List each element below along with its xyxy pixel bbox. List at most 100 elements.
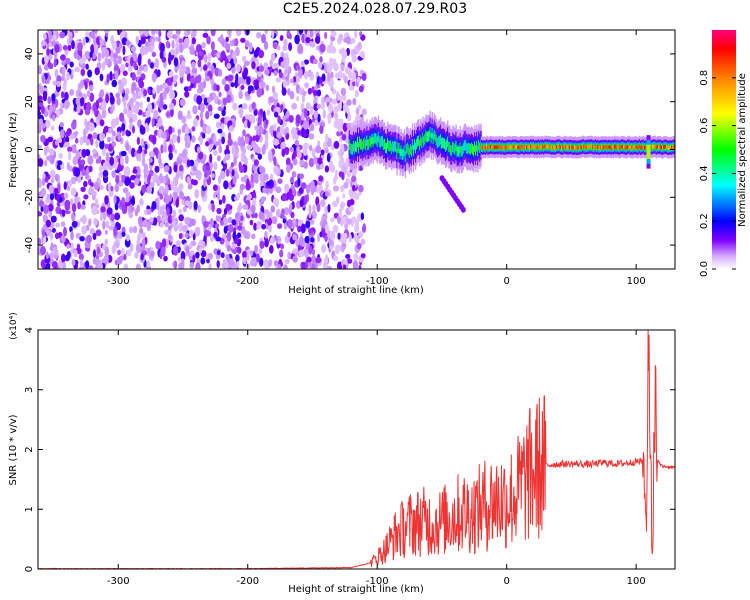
- heatmap-strong-cell: [678, 145, 680, 149]
- heatmap-noise-cell: [343, 75, 348, 84]
- heatmap-band-cell: [435, 134, 438, 146]
- heatmap-noise-cell: [300, 60, 305, 68]
- heatmap-noise-cell: [86, 90, 91, 98]
- heatmap-band-cell: [456, 146, 458, 158]
- heatmap-noise-cell: [232, 50, 237, 60]
- heatmap-strong-cell: [483, 145, 486, 150]
- heatmap-noise-cell: [59, 102, 64, 108]
- heatmap-noise-cell: [327, 203, 331, 213]
- heatmap-noise-cell: [101, 149, 106, 156]
- heatmap-strong-cell: [599, 145, 602, 150]
- heatmap-noise-cell: [38, 158, 44, 167]
- heatmap-noise-cell: [318, 175, 324, 182]
- heatmap-noise-cell: [181, 258, 185, 268]
- heatmap-noise-cell: [303, 108, 308, 118]
- heatmap-noise-cell: [291, 102, 298, 110]
- heatmap-noise-cell: [218, 91, 222, 98]
- heatmap-strong-cell: [517, 145, 519, 150]
- heatmap-noise-cell: [132, 125, 135, 134]
- heatmap-noise-cell: [177, 222, 184, 232]
- heatmap-noise-cell: [231, 145, 236, 156]
- heatmap-strong-cell: [596, 145, 598, 150]
- heatmap-noise-cell: [216, 249, 221, 256]
- heatmap-noise-cell: [165, 174, 169, 182]
- heatmap-noise-cell: [311, 254, 317, 265]
- heatmap-band-cell: [406, 142, 409, 154]
- heatmap-noise-cell: [324, 235, 328, 243]
- heatmap-noise-cell: [271, 216, 278, 225]
- heatmap-noise-cell: [209, 111, 213, 117]
- heatmap-noise-cell: [321, 244, 327, 253]
- heatmap-noise-cell: [38, 237, 42, 246]
- snr-scale-label: (x10⁴): [9, 312, 19, 339]
- heatmap-noise-cell: [159, 193, 164, 200]
- heatmap-noise-cell: [281, 148, 286, 157]
- heatmap-strong-cell: [504, 145, 506, 150]
- heatmap-noise-cell: [337, 101, 342, 112]
- heatmap-band-cell: [473, 145, 475, 157]
- heatmap-x-tick-label: -200: [236, 276, 259, 287]
- heatmap-noise-cell: [133, 177, 140, 186]
- heatmap-noise-cell: [180, 171, 184, 181]
- heatmap-noise-cell: [237, 225, 243, 231]
- heatmap-noise-cell: [288, 33, 292, 40]
- heatmap-noise-cell: [353, 252, 359, 261]
- heatmap-noise-cell: [140, 36, 146, 45]
- heatmap-strong-cell: [558, 144, 561, 149]
- heatmap-noise-cell: [292, 158, 298, 166]
- heatmap-noise-cell: [235, 46, 240, 57]
- heatmap-strong-cell: [559, 145, 562, 150]
- heatmap-noise-cell: [50, 215, 57, 223]
- heatmap-noise-cell: [123, 263, 129, 269]
- heatmap-noise-cell: [224, 84, 230, 92]
- heatmap-strong-cell: [636, 145, 638, 150]
- heatmap-strong-cell: [566, 145, 568, 150]
- heatmap-noise-cell: [198, 50, 204, 57]
- heatmap-noise-cell: [360, 238, 366, 246]
- heatmap-noise-cell: [246, 144, 253, 151]
- heatmap-noise-cell: [132, 225, 138, 234]
- snr-y-axis-label: SNR (10 * v/v): [8, 414, 19, 485]
- heatmap-noise-cell: [208, 223, 212, 232]
- heatmap-band-cell: [417, 136, 419, 147]
- heatmap-noise-cell: [222, 194, 226, 204]
- heatmap-strong-cell: [673, 144, 675, 149]
- heatmap-noise-cell: [77, 156, 81, 167]
- heatmap-noise-cell: [186, 176, 191, 183]
- heatmap-strong-cell: [676, 141, 678, 155]
- heatmap-x-tick-label: 0: [503, 276, 509, 287]
- heatmap-noise-cell: [258, 49, 265, 59]
- heatmap-noise-cell: [246, 248, 251, 254]
- heatmap-noise-cell: [54, 187, 59, 194]
- heatmap-band-cell: [376, 136, 379, 147]
- heatmap-noise-cell: [281, 87, 287, 96]
- heatmap-noise-cell: [79, 217, 86, 223]
- heatmap-noise-cell: [260, 81, 266, 89]
- heatmap-noise-cell: [326, 153, 331, 163]
- heatmap-noise-cell: [316, 89, 322, 97]
- heatmap-strong-cell: [497, 145, 500, 149]
- heatmap-noise-cell: [94, 67, 100, 76]
- heatmap-noise-cell: [270, 205, 276, 213]
- heatmap-noise-cell: [138, 153, 142, 162]
- heatmap-noise-cell: [352, 184, 356, 192]
- heatmap-noise-cell: [256, 32, 262, 39]
- heatmap-band-cell: [416, 138, 418, 150]
- heatmap-strong-cell: [641, 145, 643, 150]
- heatmap-noise-cell: [82, 37, 86, 46]
- heatmap-band-cell: [374, 132, 376, 144]
- heatmap-strong-cell: [567, 145, 570, 150]
- heatmap-noise-cell: [227, 138, 233, 146]
- heatmap-noise-cell: [138, 30, 145, 36]
- heatmap-noise-cell: [351, 216, 357, 223]
- heatmap-noise-cell: [337, 123, 343, 133]
- heatmap-band-cell: [426, 131, 428, 143]
- heatmap-noise-cell: [304, 71, 308, 80]
- heatmap-noise-cell: [88, 84, 94, 92]
- heatmap-noise-cell: [179, 70, 184, 78]
- heatmap-noise-cell: [294, 139, 300, 146]
- heatmap-noise-cell: [95, 99, 100, 110]
- heatmap-band-cell: [383, 138, 386, 150]
- heatmap-noise-cell: [316, 75, 321, 85]
- heatmap-band-cell: [476, 141, 478, 152]
